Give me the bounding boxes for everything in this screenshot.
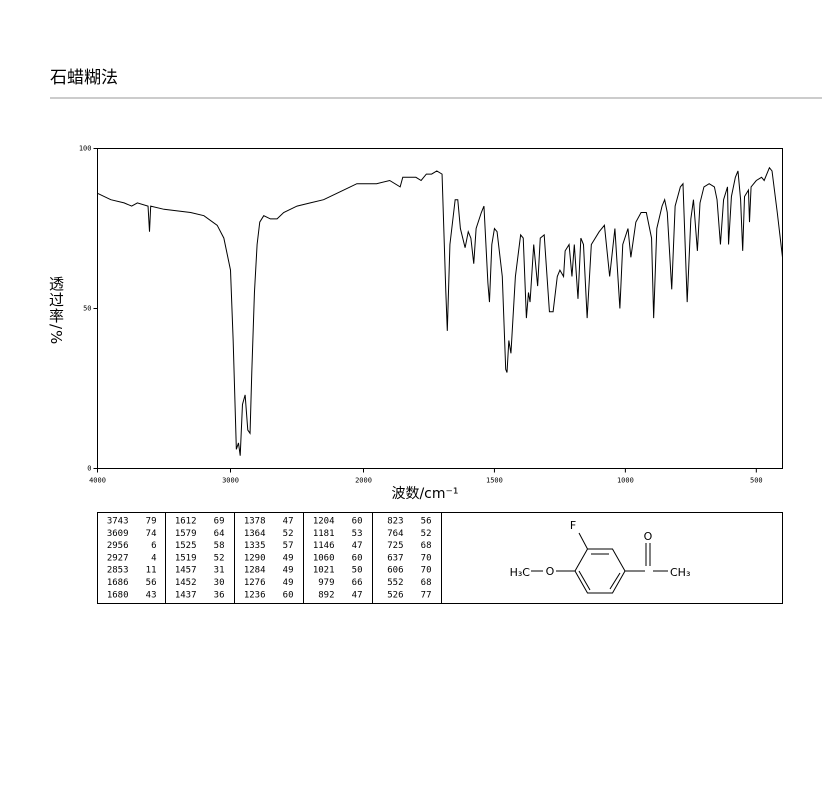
atom-label: CH₃: [670, 566, 690, 579]
y-axis-label: 透过率/%: [47, 276, 65, 346]
peak-transmittance: 49: [283, 578, 294, 588]
bond: [578, 570, 591, 591]
peak-transmittance: 30: [214, 578, 225, 588]
peak-transmittance: 60: [352, 517, 363, 527]
peak-wavenumber: 1680: [107, 590, 129, 600]
y-tick-label: 100: [79, 145, 92, 153]
peak-transmittance: 53: [352, 529, 363, 539]
peak-wavenumber: 1364: [244, 529, 266, 539]
peak-transmittance: 52: [421, 529, 432, 539]
x-tick-label: 1500: [486, 477, 503, 485]
peak-wavenumber: 1686: [107, 578, 129, 588]
peak-wavenumber: 823: [387, 517, 403, 527]
peak-wavenumber: 606: [387, 566, 403, 576]
peak-wavenumber: 1276: [244, 578, 266, 588]
x-axis-label: 波数/cm⁻¹: [391, 486, 458, 502]
peak-transmittance: 68: [421, 578, 432, 588]
peak-transmittance: 74: [146, 529, 157, 539]
peak-transmittance: 31: [214, 566, 225, 576]
peak-transmittance: 70: [421, 566, 432, 576]
peak-transmittance: 47: [283, 517, 294, 527]
peak-wavenumber: 892: [318, 590, 334, 600]
ring: [574, 548, 626, 594]
peak-transmittance: 66: [352, 578, 363, 588]
x-tick-label: 3000: [222, 477, 239, 485]
peak-wavenumber: 526: [387, 590, 403, 600]
peak-transmittance: 52: [214, 553, 225, 563]
peak-transmittance: 36: [214, 590, 225, 600]
peak-wavenumber: 1204: [313, 517, 335, 527]
chart-title: 石蜡糊法: [50, 68, 118, 88]
y-tick-label: 0: [87, 465, 91, 473]
peak-wavenumber: 552: [387, 578, 403, 588]
peak-transmittance: 64: [214, 529, 225, 539]
table-frame: [97, 512, 783, 604]
table-separators: [165, 512, 442, 604]
peak-wavenumber: 1021: [313, 566, 335, 576]
peak-transmittance: 49: [283, 566, 294, 576]
peak-transmittance: 47: [352, 590, 363, 600]
peak-transmittance: 68: [421, 541, 432, 551]
peak-wavenumber: 1378: [244, 517, 266, 527]
peak-transmittance: 77: [421, 590, 432, 600]
peak-transmittance: 11: [146, 566, 157, 576]
x-tick-label: 1000: [617, 477, 634, 485]
peak-wavenumber: 1290: [244, 553, 266, 563]
peak-wavenumber: 1335: [244, 541, 266, 551]
peak-transmittance: 43: [146, 590, 157, 600]
peak-transmittance: 60: [283, 590, 294, 600]
bond: [609, 572, 621, 590]
plot-frame: [97, 148, 783, 469]
peak-transmittance: 79: [146, 517, 157, 527]
peak-wavenumber: 1579: [175, 529, 197, 539]
peak-transmittance: 4: [151, 553, 156, 563]
peak-wavenumber: 637: [387, 553, 403, 563]
molecule-bonds: [531, 532, 668, 594]
peak-transmittance: 70: [421, 553, 432, 563]
peak-wavenumber: 1146: [313, 541, 335, 551]
peak-wavenumber: 979: [318, 578, 334, 588]
peak-wavenumber: 2853: [107, 566, 129, 576]
peak-transmittance: 49: [283, 553, 294, 563]
peak-transmittance: 50: [352, 566, 363, 576]
x-tick-label: 500: [750, 477, 763, 485]
peak-transmittance: 6: [151, 541, 156, 551]
peak-transmittance: 69: [214, 517, 225, 527]
atom-label: H₃C: [510, 566, 531, 579]
peak-wavenumber: 1519: [175, 553, 197, 563]
peak-transmittance: 58: [214, 541, 225, 551]
peak-transmittance: 56: [146, 578, 157, 588]
peak-transmittance: 57: [283, 541, 294, 551]
atom-label: O: [644, 530, 653, 543]
spectrum-line: [97, 166, 783, 456]
peak-transmittance: 60: [352, 553, 363, 563]
x-tick-label: 4000: [89, 477, 106, 485]
peak-wavenumber: 1284: [244, 566, 266, 576]
peak-wavenumber: 1452: [175, 578, 197, 588]
peak-wavenumber: 3743: [107, 517, 129, 527]
atom-label: O: [546, 565, 555, 578]
peak-transmittance: 52: [283, 529, 294, 539]
peak-wavenumber: 1060: [313, 553, 335, 563]
peak-wavenumber: 1612: [175, 517, 197, 527]
peak-wavenumber: 764: [387, 529, 403, 539]
peak-wavenumber: 2927: [107, 553, 129, 563]
peak-wavenumber: 3609: [107, 529, 129, 539]
peak-wavenumber: 1236: [244, 590, 266, 600]
x-tick-label: 2000: [355, 477, 372, 485]
bond: [578, 532, 588, 550]
y-tick-label: 50: [83, 305, 91, 313]
peak-wavenumber: 2956: [107, 541, 129, 551]
peak-transmittance: 47: [352, 541, 363, 551]
peak-wavenumber: 725: [387, 541, 403, 551]
peak-wavenumber: 1181: [313, 529, 335, 539]
peak-wavenumber: 1437: [175, 590, 197, 600]
peak-transmittance: 56: [421, 517, 432, 527]
peak-wavenumber: 1525: [175, 541, 197, 551]
peak-wavenumber: 1457: [175, 566, 197, 576]
atom-label: F: [570, 519, 576, 532]
